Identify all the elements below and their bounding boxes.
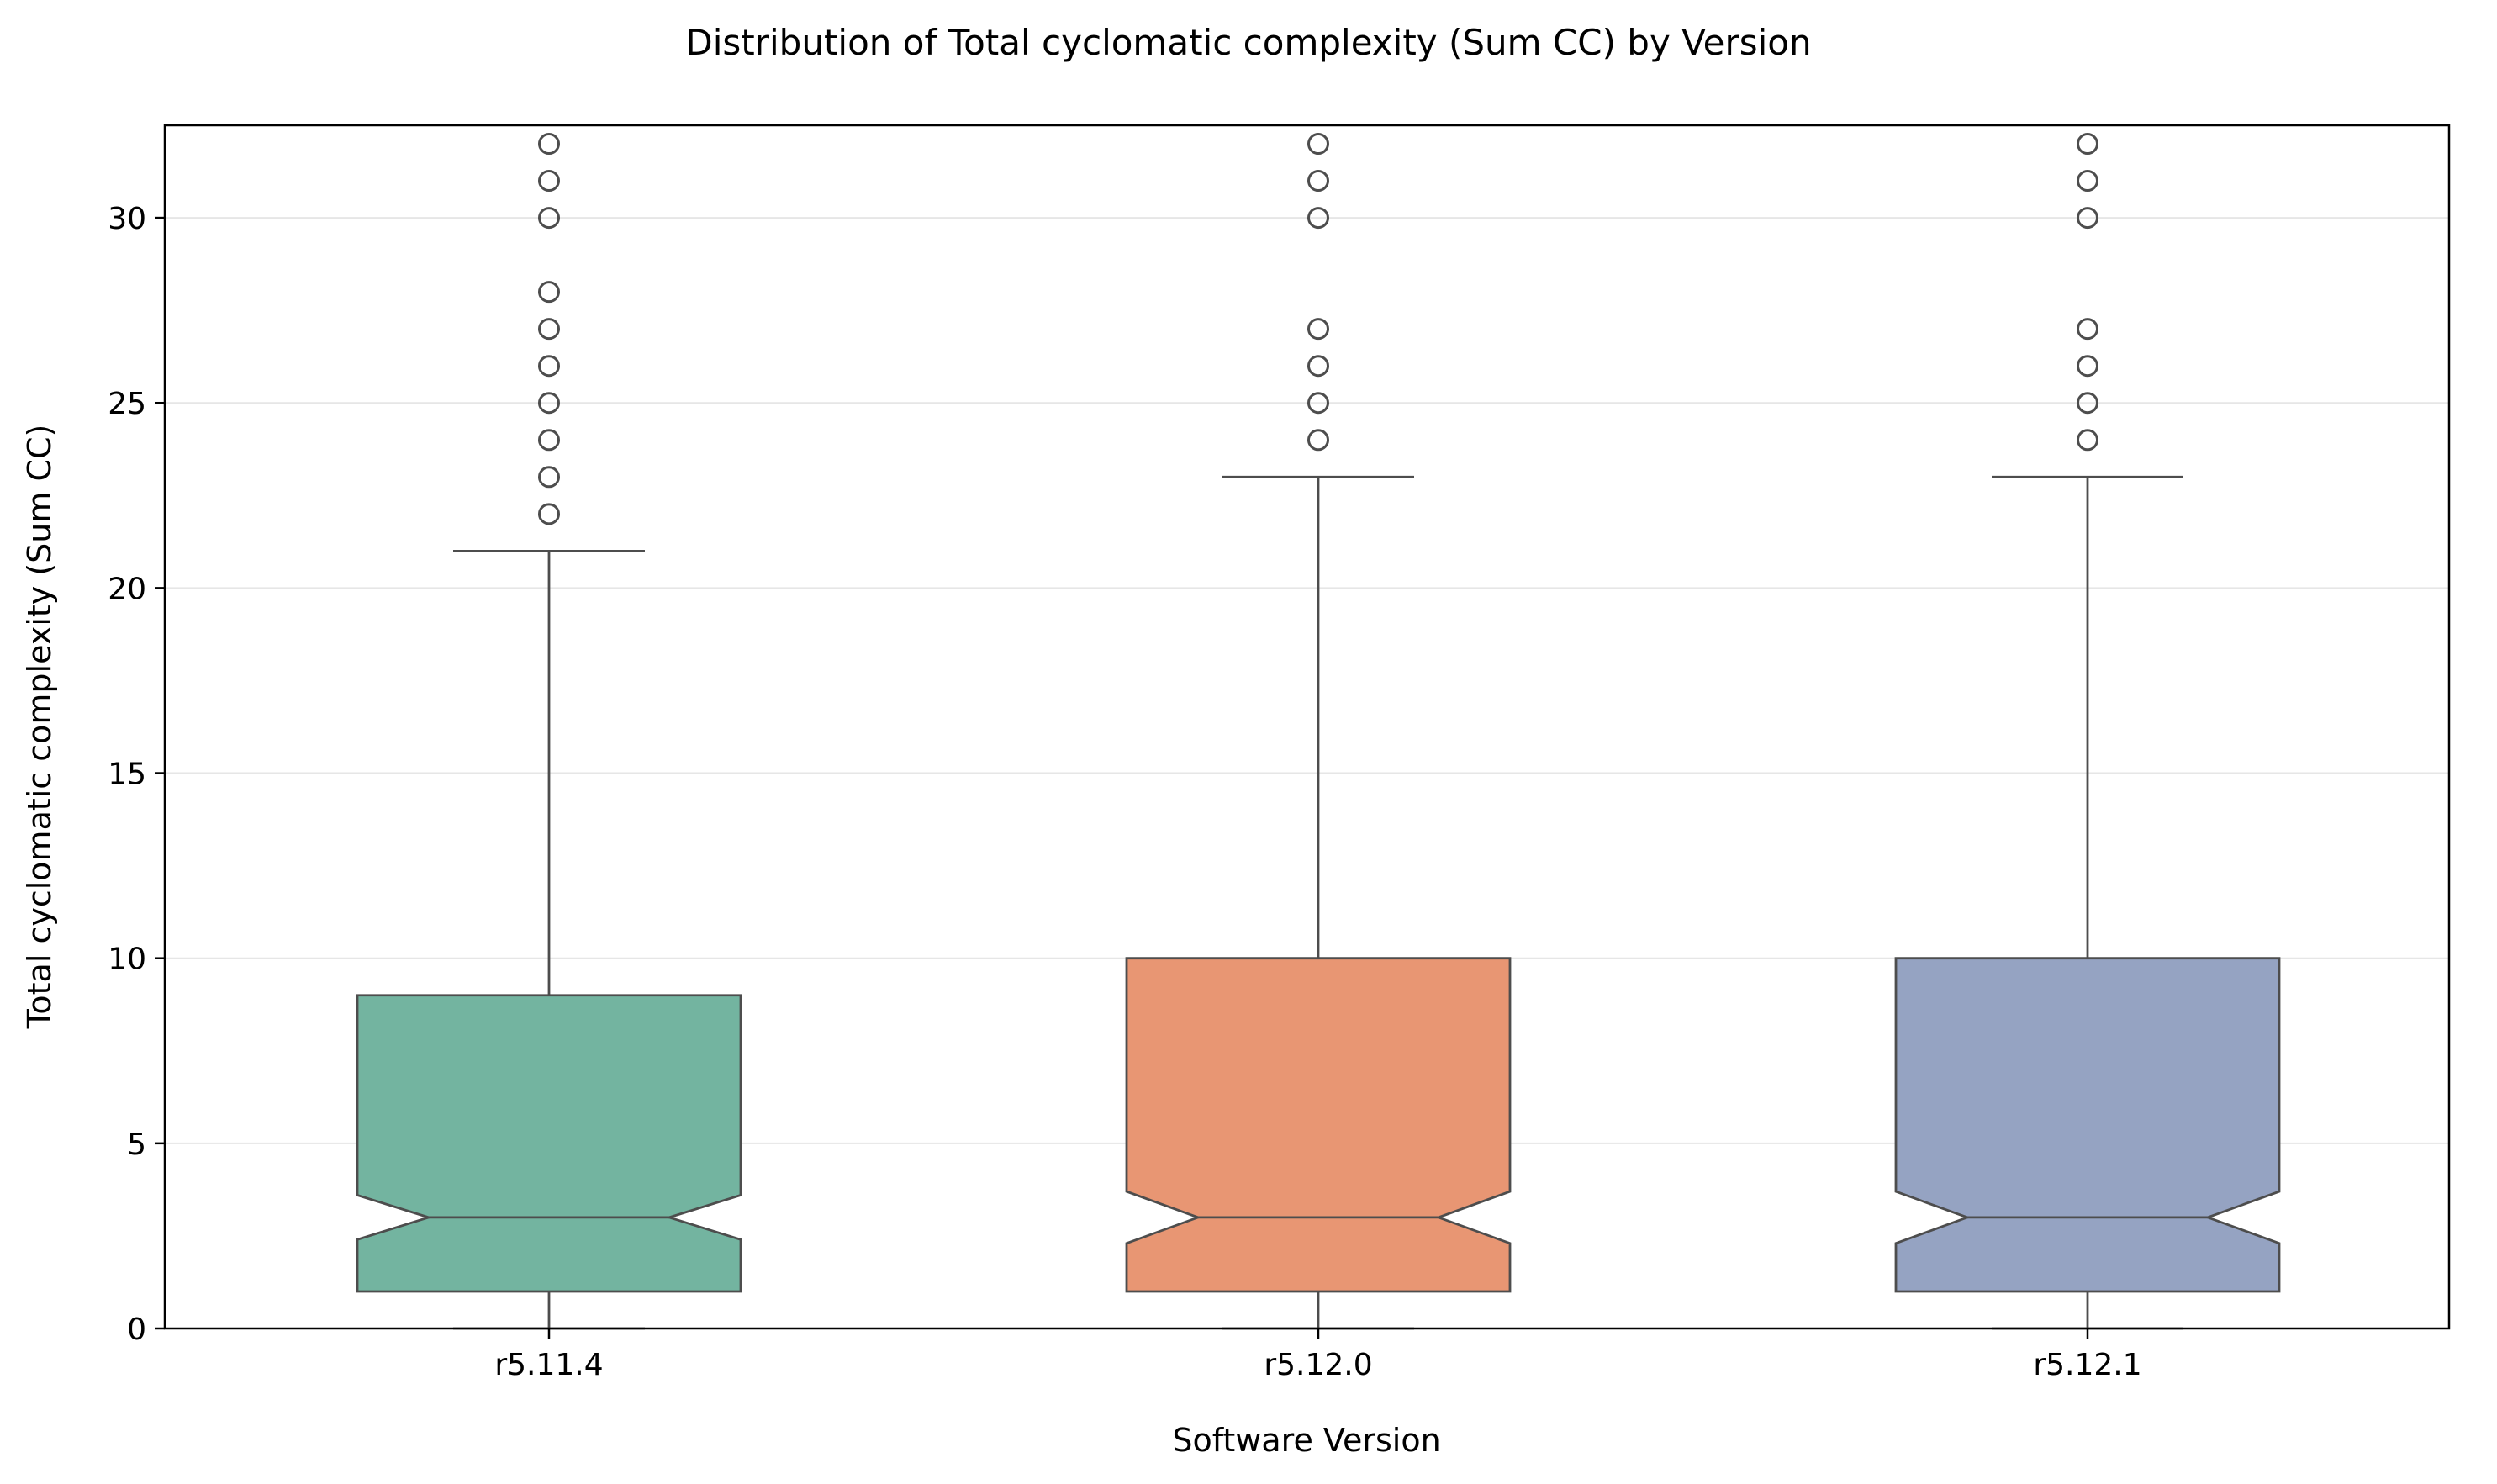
chart-title: Distribution of Total cyclomatic complex…: [685, 22, 1811, 63]
outlier-point: [538, 503, 560, 525]
outlier-point: [1307, 207, 1329, 230]
y-tick-label: 10: [108, 943, 146, 977]
outlier-point: [2077, 133, 2098, 156]
outlier-point: [2077, 429, 2098, 452]
outlier-point: [2077, 170, 2098, 193]
outlier-point: [538, 466, 560, 489]
outlier-point: [538, 355, 560, 378]
outlier-point: [1307, 133, 1329, 156]
outlier-point: [538, 429, 560, 452]
outlier-point: [538, 281, 560, 304]
outlier-point: [1307, 355, 1329, 378]
outlier-point: [538, 318, 560, 341]
box-group: [356, 133, 742, 1330]
x-tick-label: r5.11.4: [494, 1348, 603, 1382]
box: [356, 994, 742, 1293]
plot-frame: [163, 124, 2451, 1330]
y-tick-label: 0: [127, 1312, 146, 1347]
box-group: [1894, 133, 2281, 1330]
boxes: [356, 133, 2281, 1330]
outlier-point: [1307, 392, 1329, 415]
x-tick-label: r5.12.1: [2033, 1348, 2141, 1382]
box: [1125, 957, 1512, 1293]
outlier-point: [538, 170, 560, 193]
y-tick-label: 30: [108, 202, 146, 236]
outlier-point: [1307, 429, 1329, 452]
y-tick-label: 25: [108, 387, 146, 421]
outlier-point: [2077, 318, 2098, 341]
y-tick-label: 5: [127, 1128, 146, 1162]
box-group: [1125, 133, 1512, 1330]
x-axis-label: Software Version: [1172, 1422, 1440, 1459]
y-tick-label: 20: [108, 572, 146, 606]
outlier-point: [538, 207, 560, 230]
y-tick-label: 15: [108, 758, 146, 792]
outlier-point: [1307, 318, 1329, 341]
outlier-point: [1307, 170, 1329, 193]
outlier-point: [2077, 355, 2098, 378]
x-tick-label: r5.12.0: [1264, 1348, 1372, 1382]
outlier-point: [538, 392, 560, 415]
box: [1894, 957, 2281, 1293]
x-axis: r5.11.4 r5.12.0 r5.12.1: [494, 1328, 2142, 1382]
outlier-point: [538, 133, 560, 156]
outlier-point: [2077, 207, 2098, 230]
y-axis-label: Total cyclomatic complexity (Sum CC): [21, 425, 58, 1030]
y-axis: 0 5 10 15 20 25 30: [108, 202, 165, 1347]
outlier-point: [2077, 392, 2098, 415]
